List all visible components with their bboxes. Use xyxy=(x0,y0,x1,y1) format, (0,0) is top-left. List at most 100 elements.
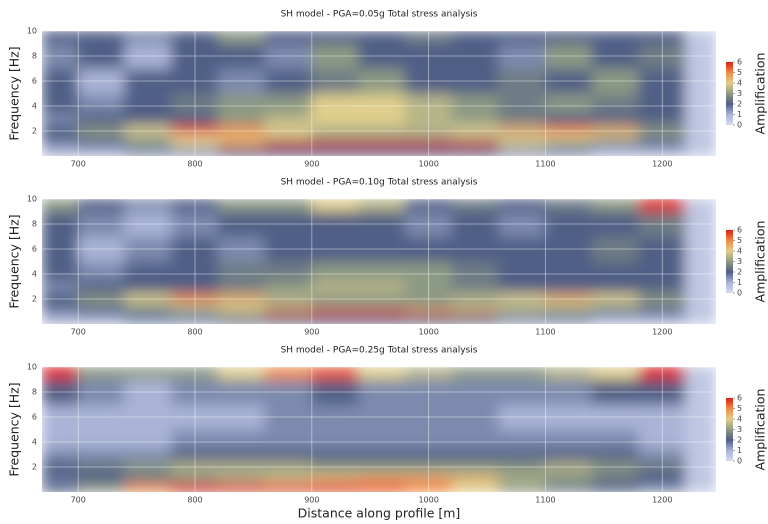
colorbar xyxy=(726,230,733,293)
heat-cell xyxy=(124,482,173,492)
heat-cell xyxy=(498,199,546,212)
heat-cell xyxy=(311,475,360,484)
heat-cell xyxy=(498,261,546,281)
heat-cell xyxy=(591,460,640,471)
heat-cell xyxy=(685,133,716,141)
x-tick-label: 900 xyxy=(304,496,319,505)
heat-cell xyxy=(451,139,500,148)
heat-cell xyxy=(544,279,593,294)
heat-cell xyxy=(544,482,593,492)
heat-cell xyxy=(311,367,360,380)
y-tick-label: 2 xyxy=(32,463,37,472)
heat-cell xyxy=(451,146,500,156)
colorbar-tick-label: 1 xyxy=(737,446,742,455)
heat-cell xyxy=(544,139,593,148)
heat-cell xyxy=(591,429,640,449)
x-tick-label: 1200 xyxy=(652,328,672,337)
heat-cell xyxy=(42,301,79,309)
heat-cell xyxy=(42,469,79,477)
heat-cell xyxy=(77,292,126,303)
heat-cell xyxy=(124,261,173,281)
heat-cell xyxy=(451,124,500,135)
heat-cell xyxy=(311,482,360,492)
x-tick-label: 1100 xyxy=(535,496,555,505)
heat-cell xyxy=(591,292,640,303)
heat-cell xyxy=(451,429,500,449)
heat-cell xyxy=(124,367,173,380)
heat-cell xyxy=(451,447,500,462)
heat-cell xyxy=(217,475,266,484)
heat-cell xyxy=(77,301,126,309)
heat-cell xyxy=(544,93,593,113)
heat-cell xyxy=(77,139,126,148)
heat-cell xyxy=(544,261,593,281)
heat-cell xyxy=(685,124,716,135)
colorbar xyxy=(726,62,733,125)
heat-cell xyxy=(77,146,126,156)
heat-cell xyxy=(124,146,173,156)
heat-cell xyxy=(591,475,640,484)
y-tick-label: 2 xyxy=(32,127,37,136)
heat-cell xyxy=(498,139,546,148)
heat-cell xyxy=(124,199,173,212)
heat-cell xyxy=(42,31,79,44)
heat-cell xyxy=(591,279,640,294)
heat-cell xyxy=(451,301,500,309)
heat-cell xyxy=(358,133,406,141)
heat-cell xyxy=(311,279,360,294)
heat-cell xyxy=(685,301,716,309)
heat-cell xyxy=(77,93,126,113)
heat-cell xyxy=(544,367,593,380)
heat-cell xyxy=(358,307,406,316)
heat-cell xyxy=(591,482,640,492)
heat-cell xyxy=(544,111,593,126)
heat-cell xyxy=(124,301,173,309)
x-tick-label: 1000 xyxy=(418,160,438,169)
heat-cell xyxy=(498,429,546,449)
heat-cell xyxy=(591,447,640,462)
heat-cell xyxy=(217,367,266,380)
heat-cell xyxy=(685,146,716,156)
heat-cell xyxy=(264,307,313,316)
heat-cell xyxy=(544,447,593,462)
heat-cell xyxy=(77,31,126,44)
heat-cell xyxy=(124,279,173,294)
y-tick-label: 6 xyxy=(32,245,37,254)
heat-cell xyxy=(358,111,406,126)
heat-cell xyxy=(358,199,406,212)
heat-cell xyxy=(544,133,593,141)
heat-cell xyxy=(544,469,593,477)
heatmap-cells xyxy=(42,199,716,324)
heat-cell xyxy=(311,460,360,471)
heat-cell xyxy=(217,292,266,303)
heat-cell xyxy=(217,447,266,462)
heat-cell xyxy=(217,482,266,492)
x-tick-label: 700 xyxy=(71,328,86,337)
heat-cell xyxy=(217,31,266,44)
heat-cell xyxy=(685,447,716,462)
colorbar-tick-label: 0 xyxy=(737,289,742,298)
heat-cell xyxy=(77,307,126,316)
heat-cell xyxy=(685,139,716,148)
heat-cell xyxy=(498,469,546,477)
y-tick-label: 8 xyxy=(32,388,37,397)
heat-cell xyxy=(77,367,126,380)
heat-cell xyxy=(124,469,173,477)
heat-cell xyxy=(217,314,266,324)
heat-cell xyxy=(311,199,360,212)
colorbar-tick-label: 6 xyxy=(737,58,742,67)
heat-cell xyxy=(591,124,640,135)
heat-cell xyxy=(77,111,126,126)
heat-cell xyxy=(77,447,126,462)
heat-cell xyxy=(217,199,266,212)
colorbar-tick-label: 4 xyxy=(737,247,742,256)
colorbar xyxy=(726,398,733,461)
heat-cell xyxy=(217,307,266,316)
x-tick-label: 1200 xyxy=(652,160,672,169)
heat-cell xyxy=(42,261,79,281)
colorbar-tick-label: 2 xyxy=(737,268,742,277)
heat-cell xyxy=(77,475,126,484)
heat-cell xyxy=(358,292,406,303)
colorbar-tick-label: 2 xyxy=(737,100,742,109)
